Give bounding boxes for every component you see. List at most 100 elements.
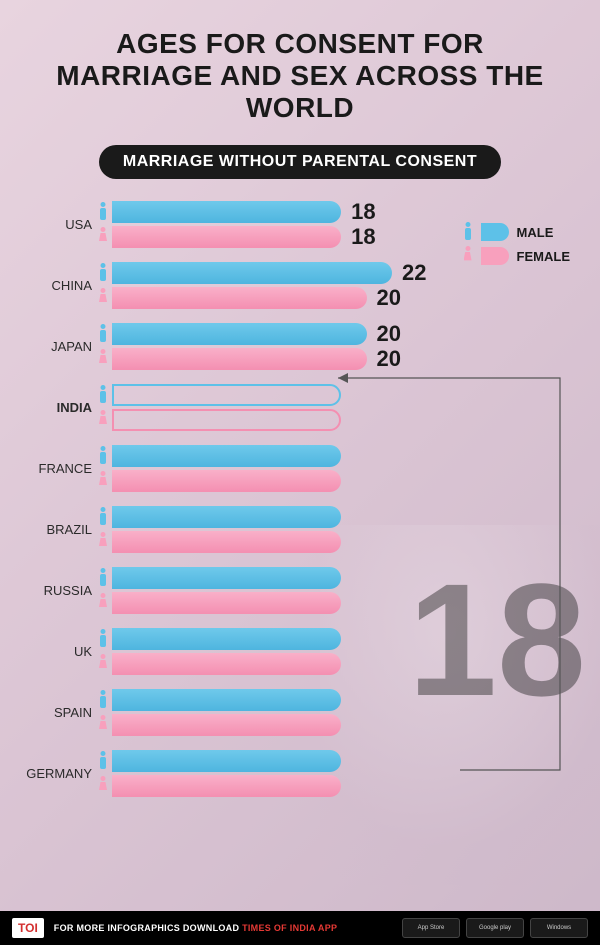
chart-row: SPAIN	[20, 689, 570, 736]
bar-line-male	[98, 384, 570, 406]
bar-female	[112, 531, 341, 553]
app-store-badge[interactable]: App Store	[402, 918, 460, 938]
chart-row: BRAZIL	[20, 506, 570, 553]
bars-column: 2020	[98, 323, 570, 370]
female-icon	[463, 246, 473, 266]
country-label: CHINA	[20, 278, 98, 293]
chart-row: INDIA	[20, 384, 570, 431]
bar-line-female: 20	[98, 287, 570, 309]
female-icon	[98, 471, 108, 491]
chart-row: UK	[20, 628, 570, 675]
male-icon	[98, 385, 108, 405]
subtitle-wrap: MARRIAGE WITHOUT PARENTAL CONSENT	[0, 145, 600, 179]
chart-row: GERMANY	[20, 750, 570, 797]
bar-chart: USA1818CHINA2220JAPAN2020INDIAFRANCEBRAZ…	[0, 201, 600, 797]
bar-line-female	[98, 531, 570, 553]
legend: MALE FEMALE	[463, 222, 570, 266]
bar-line-female	[98, 470, 570, 492]
bar-female	[112, 592, 341, 614]
bar-line-female	[98, 409, 570, 431]
male-icon	[463, 222, 473, 242]
chart-row: CHINA2220	[20, 262, 570, 309]
chart-row: JAPAN2020	[20, 323, 570, 370]
google-play-badge[interactable]: Google play	[466, 918, 524, 938]
chart-row: FRANCE	[20, 445, 570, 492]
windows-store-badge[interactable]: Windows	[530, 918, 588, 938]
bar-line-female	[98, 775, 570, 797]
store-badges: App Store Google play Windows	[402, 918, 588, 938]
bar-male	[112, 506, 341, 528]
bar-female	[112, 775, 341, 797]
bar-value: 22	[402, 260, 426, 286]
bar-line-male	[98, 689, 570, 711]
female-icon	[98, 532, 108, 552]
bars-column	[98, 628, 570, 675]
legend-label-male: MALE	[517, 225, 554, 240]
country-label: BRAZIL	[20, 522, 98, 537]
country-label: JAPAN	[20, 339, 98, 354]
bar-line-male: 18	[98, 201, 570, 223]
bars-column	[98, 567, 570, 614]
bar-male	[112, 445, 341, 467]
subtitle-pill: MARRIAGE WITHOUT PARENTAL CONSENT	[99, 145, 501, 179]
female-icon	[98, 288, 108, 308]
bar-male	[112, 567, 341, 589]
bar-male	[112, 689, 341, 711]
female-icon	[98, 776, 108, 796]
legend-label-female: FEMALE	[517, 249, 570, 264]
legend-item-male: MALE	[463, 222, 570, 242]
legend-swatch-male	[481, 223, 509, 241]
bars-column	[98, 506, 570, 553]
female-icon	[98, 410, 108, 430]
bar-value: 18	[351, 199, 375, 225]
bar-male	[112, 384, 341, 406]
bar-male: 20	[112, 323, 367, 345]
bar-female	[112, 409, 341, 431]
female-icon	[98, 715, 108, 735]
bars-column	[98, 689, 570, 736]
country-label: RUSSIA	[20, 583, 98, 598]
toi-badge: TOI	[12, 918, 44, 938]
bar-female	[112, 714, 341, 736]
bar-line-male	[98, 506, 570, 528]
male-icon	[98, 202, 108, 222]
male-icon	[98, 629, 108, 649]
male-icon	[98, 507, 108, 527]
infographic-container: AGES FOR CONSENT FOR MARRIAGE AND SEX AC…	[0, 0, 600, 945]
male-icon	[98, 263, 108, 283]
bar-line-male	[98, 628, 570, 650]
bar-male	[112, 628, 341, 650]
male-icon	[98, 751, 108, 771]
legend-item-female: FEMALE	[463, 246, 570, 266]
footer-text-red: TIMES OF INDIA APP	[242, 923, 337, 933]
bar-value: 20	[377, 285, 401, 311]
bars-column	[98, 750, 570, 797]
female-icon	[98, 654, 108, 674]
legend-swatch-female	[481, 247, 509, 265]
bar-line-female	[98, 714, 570, 736]
bar-female	[112, 470, 341, 492]
male-icon	[98, 324, 108, 344]
bar-line-male: 20	[98, 323, 570, 345]
male-icon	[98, 568, 108, 588]
bar-line-male	[98, 750, 570, 772]
page-title: AGES FOR CONSENT FOR MARRIAGE AND SEX AC…	[0, 0, 600, 137]
bar-male: 22	[112, 262, 392, 284]
bar-female: 20	[112, 287, 367, 309]
female-icon	[98, 349, 108, 369]
bar-line-female	[98, 592, 570, 614]
female-icon	[98, 593, 108, 613]
chart-row: RUSSIA	[20, 567, 570, 614]
bar-male: 18	[112, 201, 341, 223]
bar-male	[112, 750, 341, 772]
bars-column: 2220	[98, 262, 570, 309]
bar-line-female: 20	[98, 348, 570, 370]
footer-text-white: FOR MORE INFOGRAPHICS DOWNLOAD	[54, 923, 242, 933]
country-label: UK	[20, 644, 98, 659]
bars-column	[98, 445, 570, 492]
bar-line-male	[98, 445, 570, 467]
country-label: SPAIN	[20, 705, 98, 720]
bar-value: 20	[377, 346, 401, 372]
country-label: USA	[20, 217, 98, 232]
bars-column	[98, 384, 570, 431]
